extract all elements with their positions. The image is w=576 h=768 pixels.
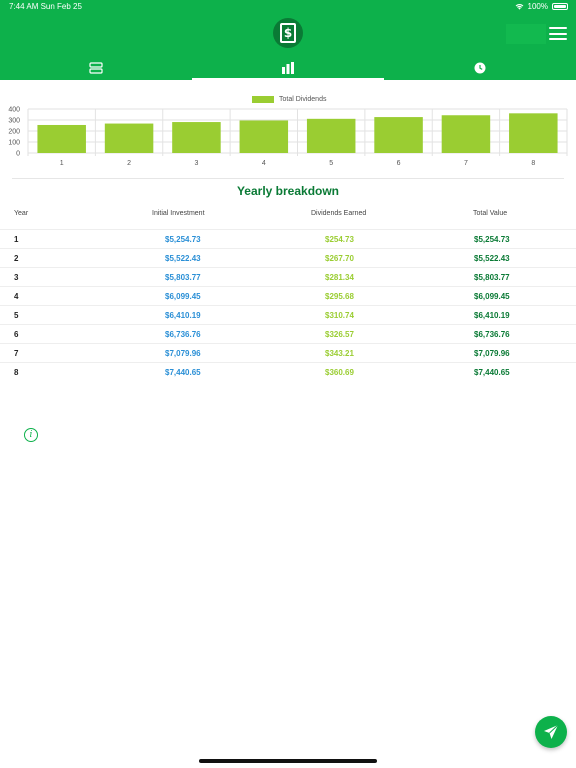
app-logo: $ bbox=[273, 18, 303, 48]
tab-chart[interactable] bbox=[192, 56, 384, 80]
home-indicator bbox=[199, 759, 377, 763]
y-tick-label: 0 bbox=[16, 151, 20, 158]
status-battery-area: 100% bbox=[515, 2, 568, 11]
bar bbox=[104, 123, 154, 153]
bar bbox=[306, 118, 356, 153]
dividends-earned-cell: $254.73 bbox=[325, 235, 354, 244]
bar bbox=[509, 113, 558, 153]
table-row: 2 $5,522.43 $267.70 $5,522.43 bbox=[0, 248, 576, 267]
legend-swatch bbox=[252, 96, 274, 103]
x-tick-label: 2 bbox=[127, 160, 131, 167]
tab-bar bbox=[0, 56, 576, 80]
bar bbox=[172, 122, 221, 153]
header-action-button[interactable] bbox=[506, 24, 546, 44]
list-icon bbox=[89, 62, 103, 74]
y-tick-label: 100 bbox=[8, 140, 20, 147]
dividends-earned-cell: $326.57 bbox=[325, 330, 354, 339]
year-cell: 7 bbox=[14, 349, 19, 358]
year-cell: 1 bbox=[14, 235, 19, 244]
hamburger-menu-icon[interactable] bbox=[549, 27, 567, 40]
bar bbox=[37, 124, 86, 153]
dividends-earned-cell: $310.74 bbox=[325, 311, 354, 320]
status-time: 7:44 AM Sun Feb 25 bbox=[9, 2, 82, 11]
wifi-icon bbox=[515, 4, 523, 10]
year-cell: 8 bbox=[14, 368, 19, 377]
dividends-earned-cell: $360.69 bbox=[325, 368, 354, 377]
battery-percent: 100% bbox=[527, 2, 548, 11]
header-total-value: Total Value bbox=[473, 210, 508, 217]
table-row: 8 $7,440.65 $360.69 $7,440.65 bbox=[0, 362, 576, 381]
x-tick-label: 1 bbox=[60, 160, 64, 167]
year-cell: 5 bbox=[14, 311, 19, 320]
send-icon bbox=[544, 724, 559, 739]
initial-investment-cell: $5,803.77 bbox=[165, 273, 201, 282]
table-row: 5 $6,410.19 $310.74 $6,410.19 bbox=[0, 305, 576, 324]
table-header: Year Initial Investment Dividends Earned… bbox=[0, 205, 576, 229]
total-value-cell: $6,099.45 bbox=[474, 292, 510, 301]
table-row: 7 $7,079.96 $343.21 $7,079.96 bbox=[0, 343, 576, 362]
dividends-earned-cell: $281.34 bbox=[325, 273, 354, 282]
dollar-document-icon: $ bbox=[280, 23, 296, 43]
header-initial-investment: Initial Investment bbox=[152, 210, 205, 217]
table-row: 6 $6,736.76 $326.57 $6,736.76 bbox=[0, 324, 576, 343]
y-tick-label: 400 bbox=[8, 107, 20, 114]
total-value-cell: $5,803.77 bbox=[474, 273, 510, 282]
initial-investment-cell: $6,410.19 bbox=[165, 311, 201, 320]
dividends-earned-cell: $267.70 bbox=[325, 254, 354, 263]
bar bbox=[239, 120, 289, 153]
dividends-bar-chart: 400 300 200 100 0 1 2 3 4 5 6 7 8 bbox=[8, 107, 568, 167]
dividends-earned-cell: $295.68 bbox=[325, 292, 354, 301]
initial-investment-cell: $5,254.73 bbox=[165, 235, 201, 244]
x-tick-label: 6 bbox=[397, 160, 401, 167]
chart-divider bbox=[12, 178, 564, 179]
breakdown-table: Year Initial Investment Dividends Earned… bbox=[0, 205, 576, 381]
y-tick-label: 200 bbox=[8, 129, 20, 136]
total-value-cell: $7,079.96 bbox=[474, 349, 510, 358]
x-tick-label: 4 bbox=[262, 160, 266, 167]
info-icon[interactable]: i bbox=[24, 428, 38, 442]
total-value-cell: $6,736.76 bbox=[474, 330, 510, 339]
initial-investment-cell: $7,079.96 bbox=[165, 349, 201, 358]
total-value-cell: $6,410.19 bbox=[474, 311, 510, 320]
table-row: 4 $6,099.45 $295.68 $6,099.45 bbox=[0, 286, 576, 305]
section-title: Yearly breakdown bbox=[236, 184, 340, 198]
header-year: Year bbox=[14, 210, 29, 217]
initial-investment-cell: $5,522.43 bbox=[165, 254, 201, 263]
send-button[interactable] bbox=[535, 716, 567, 748]
chart-legend: Total Dividends bbox=[252, 96, 326, 103]
x-tick-label: 5 bbox=[329, 160, 333, 167]
year-cell: 3 bbox=[14, 273, 19, 282]
header-dividends-earned: Dividends Earned bbox=[311, 210, 367, 217]
y-tick-label: 300 bbox=[8, 118, 20, 125]
initial-investment-cell: $6,736.76 bbox=[165, 330, 201, 339]
battery-icon bbox=[552, 3, 568, 10]
table-row: 1 $5,254.73 $254.73 $5,254.73 bbox=[0, 229, 576, 248]
year-cell: 2 bbox=[14, 254, 19, 263]
bar-chart-icon bbox=[282, 62, 294, 74]
year-cell: 6 bbox=[14, 330, 19, 339]
x-tick-label: 8 bbox=[531, 160, 535, 167]
table-row: 3 $5,803.77 $281.34 $5,803.77 bbox=[0, 267, 576, 286]
tab-history[interactable] bbox=[384, 56, 576, 80]
bar bbox=[441, 115, 491, 153]
app-header: 7:44 AM Sun Feb 25 100% $ bbox=[0, 0, 576, 80]
initial-investment-cell: $6,099.45 bbox=[165, 292, 201, 301]
total-value-cell: $5,522.43 bbox=[474, 254, 510, 263]
year-cell: 4 bbox=[14, 292, 19, 301]
initial-investment-cell: $7,440.65 bbox=[165, 368, 201, 377]
x-tick-label: 7 bbox=[464, 160, 468, 167]
x-tick-label: 3 bbox=[194, 160, 198, 167]
legend-label: Total Dividends bbox=[279, 96, 327, 103]
dividends-earned-cell: $343.21 bbox=[325, 349, 354, 358]
bar bbox=[374, 117, 423, 153]
total-value-cell: $5,254.73 bbox=[474, 235, 510, 244]
clock-icon bbox=[474, 62, 486, 74]
tab-list[interactable] bbox=[0, 56, 192, 80]
total-value-cell: $7,440.65 bbox=[474, 368, 510, 377]
